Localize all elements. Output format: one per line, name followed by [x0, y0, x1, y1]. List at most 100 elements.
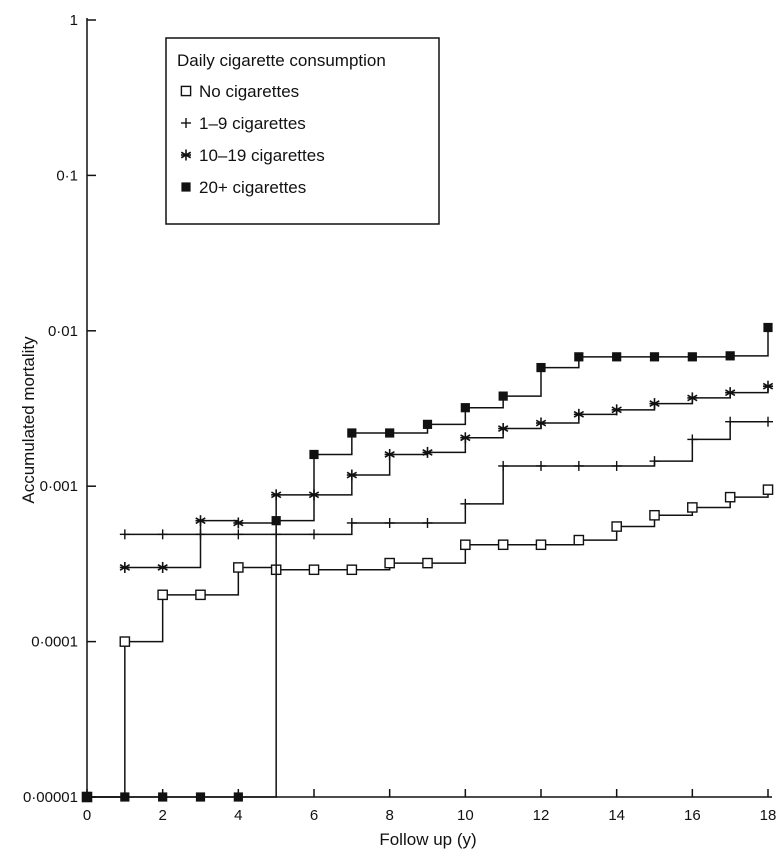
- marker-open-square: [119, 636, 131, 647]
- marker-asterisk: [195, 515, 206, 527]
- y-tick-label: 0·01: [48, 323, 78, 340]
- marker-filled-square: [649, 352, 660, 362]
- marker-asterisk: [271, 489, 282, 501]
- x-tick-label: 18: [760, 807, 776, 824]
- y-tick-label: 0·1: [56, 167, 78, 184]
- marker-asterisk: [649, 398, 660, 410]
- marker-open-square: [687, 502, 698, 513]
- x-axis-title: Follow up (y): [379, 830, 476, 849]
- marker-asterisk: [498, 423, 509, 435]
- marker-plus: [498, 460, 509, 471]
- series-layer: [81, 322, 774, 803]
- marker-plus: [611, 460, 622, 471]
- marker-filled-square: [233, 792, 243, 802]
- x-tick-label: 16: [684, 807, 701, 824]
- series-filled-square: [82, 322, 773, 802]
- marker-filled-square: [271, 516, 281, 526]
- legend-title: Daily cigarette consumption: [177, 51, 386, 70]
- marker-plus: [384, 517, 395, 528]
- y-tick-label: 0·00001: [23, 789, 78, 806]
- marker-asterisk: [460, 432, 471, 444]
- series-open-square: [81, 484, 774, 803]
- legend-item-label: 1–9 cigarettes: [199, 114, 306, 133]
- marker-open-square: [762, 484, 774, 495]
- marker-asterisk: [762, 380, 774, 392]
- legend-item-label: 20+ cigarettes: [199, 178, 306, 197]
- marker-plus: [725, 416, 736, 427]
- marker-asterisk: [180, 149, 192, 161]
- marker-open-square: [535, 539, 547, 551]
- series-line: [87, 489, 769, 798]
- series-line: [124, 386, 769, 569]
- marker-asterisk: [611, 404, 622, 416]
- series-asterisk: [119, 380, 774, 573]
- x-tick-label: 10: [457, 807, 474, 824]
- marker-filled-square: [763, 322, 773, 333]
- legend: Daily cigarette consumption No cigarette…: [165, 37, 440, 225]
- marker-plus: [422, 517, 433, 528]
- x-tick-label: 4: [234, 807, 242, 824]
- marker-plus: [181, 118, 191, 128]
- x-tick-label: 12: [533, 807, 550, 824]
- marker-filled-square: [158, 792, 168, 802]
- series-line: [124, 420, 768, 536]
- marker-filled-square: [725, 351, 735, 361]
- marker-asterisk: [384, 448, 395, 460]
- marker-asterisk: [157, 561, 168, 573]
- marker-filled-square: [195, 792, 206, 802]
- marker-plus: [573, 460, 584, 471]
- marker-asterisk: [573, 408, 584, 420]
- marker-open-square: [195, 589, 206, 601]
- marker-plus: [233, 529, 244, 540]
- marker-plus: [157, 529, 168, 540]
- x-tick-label: 8: [385, 807, 393, 824]
- legend-item-label: 10–19 cigarettes: [199, 146, 325, 165]
- marker-filled-square: [498, 391, 508, 401]
- marker-filled-square: [574, 352, 584, 362]
- marker-asterisk: [422, 446, 433, 458]
- marker-asterisk: [346, 469, 357, 481]
- marker-filled-square: [347, 428, 357, 438]
- marker-asterisk: [687, 392, 698, 404]
- marker-open-square: [611, 521, 622, 532]
- marker-asterisk: [725, 387, 736, 399]
- marker-open-square: [724, 491, 736, 503]
- marker-filled-square: [82, 792, 92, 802]
- marker-asterisk: [233, 517, 244, 529]
- marker-open-square: [460, 539, 471, 551]
- y-tick-label: 0·001: [40, 478, 78, 495]
- marker-open-square: [308, 564, 320, 576]
- marker-filled-square: [687, 352, 697, 362]
- marker-open-square: [573, 534, 585, 546]
- marker-plus: [460, 498, 471, 509]
- marker-filled-square: [309, 449, 319, 460]
- x-tick-label: 0: [83, 807, 91, 824]
- marker-plus: [309, 529, 319, 540]
- marker-plus: [763, 416, 773, 427]
- y-tick-label: 1: [70, 12, 78, 29]
- legend-item-label: No cigarettes: [199, 82, 299, 101]
- marker-open-square: [497, 539, 509, 551]
- marker-asterisk: [119, 561, 130, 573]
- x-tick-label: 2: [158, 807, 166, 824]
- marker-filled-square: [422, 419, 433, 429]
- marker-open-square: [180, 85, 192, 97]
- marker-plus: [346, 517, 357, 528]
- marker-filled-square: [536, 362, 546, 373]
- marker-filled-square: [612, 352, 622, 362]
- x-tick-label: 6: [310, 807, 318, 824]
- marker-plus: [649, 456, 660, 467]
- y-axis-title: Accumulated mortality: [19, 336, 38, 504]
- legend-box: [165, 37, 440, 225]
- marker-asterisk: [535, 417, 547, 429]
- marker-plus: [687, 434, 698, 445]
- series-line: [87, 327, 769, 798]
- marker-filled-square: [385, 428, 395, 438]
- marker-open-square: [233, 562, 244, 573]
- marker-open-square: [384, 557, 395, 569]
- marker-open-square: [649, 509, 660, 521]
- marker-open-square: [157, 589, 168, 601]
- marker-plus: [119, 529, 130, 540]
- marker-filled-square: [120, 792, 130, 802]
